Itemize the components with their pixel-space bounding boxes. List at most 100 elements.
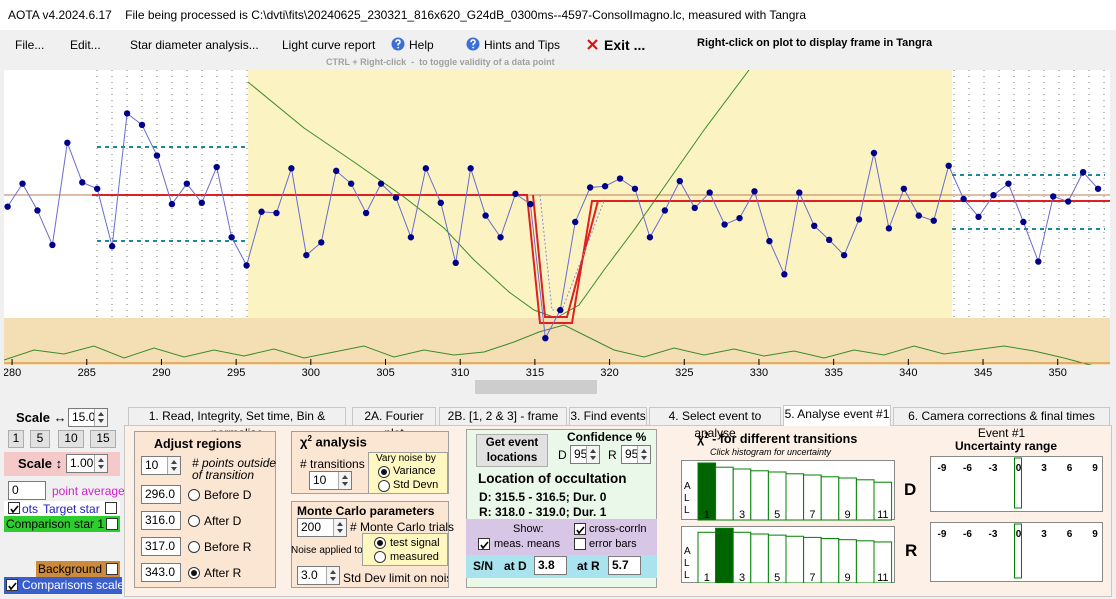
target-prefix: ots <box>22 502 39 516</box>
data-point <box>1005 180 1012 187</box>
noise-applied-label: Noise applied to <box>291 545 363 556</box>
apply-radio[interactable] <box>374 537 386 549</box>
data-point <box>870 149 878 157</box>
error-bars-checkbox[interactable] <box>574 538 586 550</box>
transitions-input[interactable]: 10 <box>309 471 352 490</box>
x-tick-label: 305 <box>376 367 394 379</box>
histogram-tick-label: 11 <box>877 572 888 583</box>
target-box[interactable] <box>105 502 117 514</box>
show-panel <box>466 519 657 555</box>
data-point <box>1050 193 1057 200</box>
data-point <box>811 222 818 230</box>
x-tick-label: 350 <box>1049 367 1067 379</box>
light-curve-plot[interactable]: 280 285 290 295 300 305 310 315 320 325 330 335 340 3… <box>4 70 1112 380</box>
data-point <box>900 185 908 192</box>
tab[interactable]: 5. Analyse event #1 <box>783 405 891 426</box>
points-label: of transition <box>192 468 255 482</box>
tab[interactable]: 1. Read, Integrity, Set time, Bin & norm… <box>128 407 346 440</box>
scale-button[interactable]: 15 <box>90 430 116 448</box>
conf-r-input[interactable]: 95 <box>621 445 651 464</box>
tab[interactable]: 2B. [1, 2 & 3] - frame test <box>439 407 567 440</box>
histogram[interactable]: 1 3 5 7 9 111 3 5 7 9 11 <box>681 460 895 583</box>
scale-v-value: 1.00 <box>70 456 94 470</box>
target-checkbox[interactable] <box>8 502 20 514</box>
apply-radio[interactable] <box>374 551 386 563</box>
conf-r-value: 95 <box>625 447 639 461</box>
data-point <box>34 207 41 214</box>
tab[interactable]: 4. Select event to analyse <box>649 407 781 440</box>
histogram-bar <box>873 541 893 583</box>
histogram-tick-label: 9 <box>845 572 851 583</box>
uncertainty-marker <box>1014 523 1022 579</box>
tab[interactable]: 6. Camera corrections & final times Even… <box>893 407 1110 440</box>
sd-input[interactable]: 3.0 <box>297 566 340 585</box>
menu-hints[interactable]: Hints and Tips <box>484 38 561 52</box>
region-input[interactable]: 316.0 <box>141 511 181 530</box>
scale-button[interactable]: 1 <box>8 430 24 448</box>
region-input[interactable]: 317.0 <box>141 537 181 556</box>
region-value: 317.0 <box>145 539 176 553</box>
menu-star-diameter[interactable]: Star diameter analysis... <box>130 38 259 52</box>
histogram-chi: χ <box>697 432 705 447</box>
menu-light-curve-report[interactable]: Light curve report <box>282 38 376 52</box>
region-radio[interactable] <box>188 515 200 527</box>
uncertainty-tick-label: 3 <box>1041 529 1047 540</box>
region-radio[interactable] <box>188 489 200 501</box>
uncertainty-tick-label: 9 <box>1092 463 1098 474</box>
region-label: Before D <box>204 488 252 502</box>
region-input[interactable]: 296.0 <box>141 485 181 504</box>
data-point <box>1064 198 1072 205</box>
all-label: ALL <box>684 546 691 581</box>
chi2-title: χ2 analysis <box>300 434 367 449</box>
get-event-button[interactable]: Get event locations <box>476 434 548 467</box>
menu-edit[interactable]: Edit... <box>70 38 101 52</box>
region-label: After D <box>204 514 242 528</box>
menu-exit[interactable]: Exit ... <box>604 37 646 53</box>
data-point <box>766 237 773 245</box>
scale-h-input[interactable]: 15.0 <box>68 408 108 427</box>
data-point <box>228 234 235 241</box>
x-tick-label: 285 <box>78 367 96 379</box>
avg-label: point average <box>52 484 125 498</box>
comparison-checkbox[interactable] <box>106 518 118 530</box>
histogram-tick-label: 7 <box>809 509 815 521</box>
conf-d-input[interactable]: 95 <box>570 445 600 464</box>
avg-select[interactable]: 0 <box>8 481 46 500</box>
chi2-title-rest: analysis <box>311 434 367 450</box>
data-point <box>452 259 459 267</box>
noise-radio[interactable] <box>378 480 390 492</box>
region-input[interactable]: 343.0 <box>141 563 181 582</box>
x-tick-label: 330 <box>750 367 768 379</box>
background-checkbox[interactable] <box>106 563 118 575</box>
points-input[interactable]: 10 <box>141 456 181 475</box>
cross-checkbox[interactable] <box>574 523 586 535</box>
data-point <box>377 180 385 187</box>
comparison-label: Comparison star 1 <box>6 517 105 531</box>
data-point <box>258 208 265 215</box>
menu-file[interactable]: File... <box>15 38 45 52</box>
data-point <box>168 200 176 208</box>
data-point <box>198 199 205 207</box>
histogram-bar <box>715 466 734 521</box>
scale-button[interactable]: 5 <box>30 430 50 448</box>
region-radio[interactable] <box>188 567 200 579</box>
scale-button[interactable]: 10 <box>58 430 84 448</box>
data-point <box>19 180 26 187</box>
histogram-bar <box>750 470 769 521</box>
means-checkbox[interactable] <box>478 538 490 550</box>
sd-value: 3.0 <box>301 568 318 582</box>
noise-option: Variance <box>393 465 436 477</box>
tab[interactable]: 3. Find events <box>569 407 647 425</box>
tab[interactable]: 2A. Fourier plot <box>352 407 436 440</box>
menu-help[interactable]: Help <box>409 38 434 52</box>
scroll-thumb[interactable] <box>475 380 597 394</box>
histogram-bar <box>820 538 840 583</box>
noise-radio[interactable] <box>378 466 390 478</box>
scaled-checkbox[interactable] <box>6 579 18 591</box>
data-point <box>751 188 758 195</box>
trials-input[interactable]: 200 <box>297 518 347 537</box>
scale-v-input[interactable]: 1.00 <box>66 454 108 473</box>
data-point <box>1020 218 1027 226</box>
region-label: After R <box>204 566 242 580</box>
region-radio[interactable] <box>188 541 200 553</box>
